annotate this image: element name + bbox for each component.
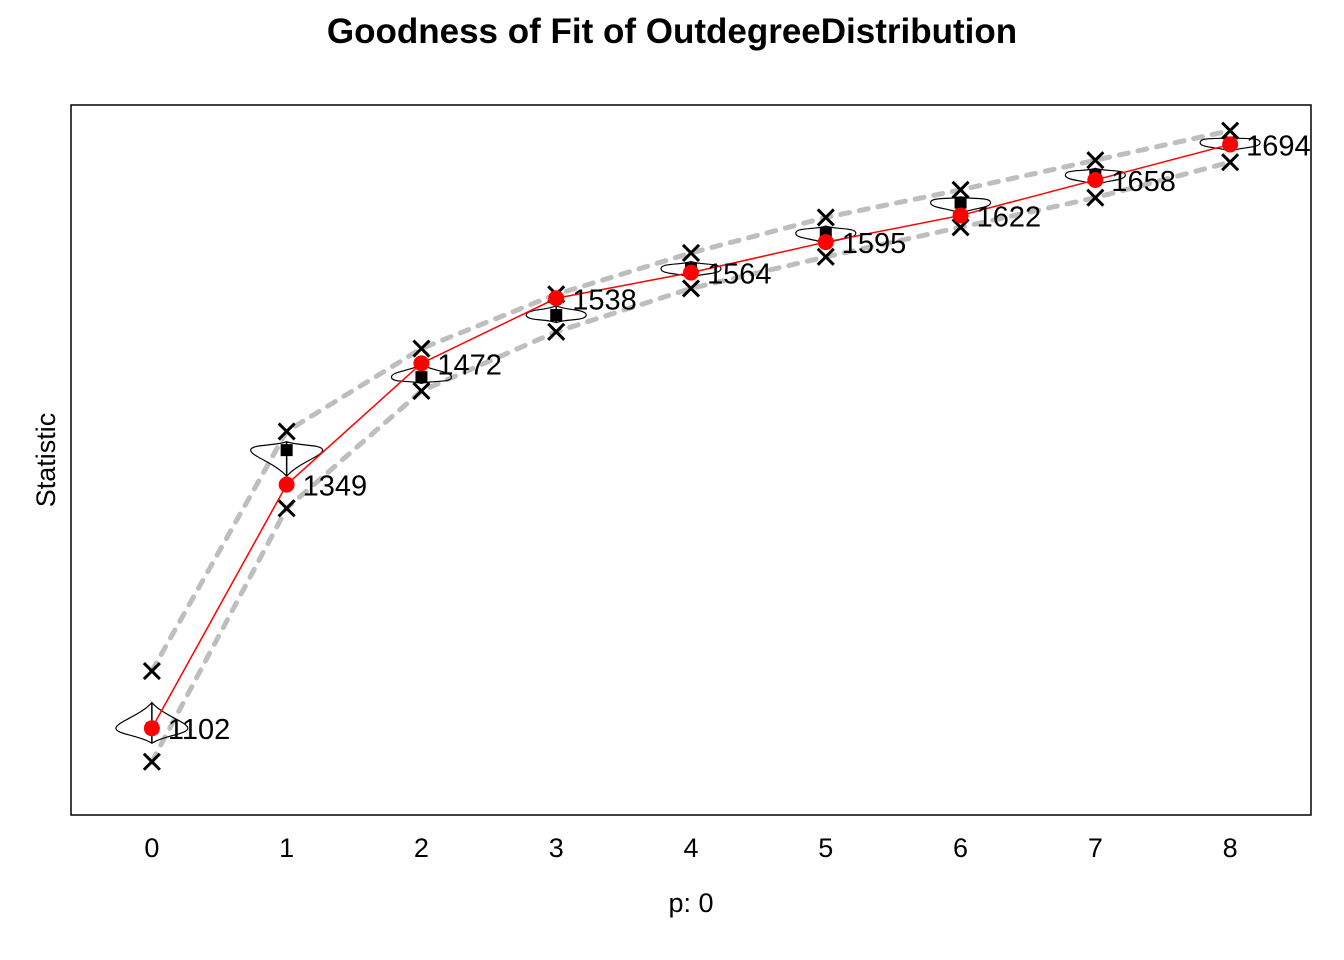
lower-extreme-marker-8 xyxy=(1221,153,1240,172)
band-upper-line xyxy=(149,128,1233,674)
x-tick-label-7: 7 xyxy=(1088,833,1103,863)
x-tick-label-3: 3 xyxy=(549,833,564,863)
x-tick-label-2: 2 xyxy=(414,833,429,863)
observed-point-0 xyxy=(143,720,160,737)
observed-value-label-3: 1538 xyxy=(572,284,637,316)
x-tick-label-4: 4 xyxy=(683,833,698,863)
observed-point-1 xyxy=(278,476,295,493)
observed-point-2 xyxy=(413,355,430,372)
x-tick-label-8: 8 xyxy=(1223,833,1238,863)
observed-point-6 xyxy=(952,207,969,224)
observed-value-label-0: 1102 xyxy=(168,714,230,746)
y-axis-label: Statistic xyxy=(31,413,61,508)
violin-layer xyxy=(115,121,1261,771)
observed-line xyxy=(151,143,1231,729)
sim-median-marker-1 xyxy=(280,444,293,457)
lower-extreme-marker-1 xyxy=(277,499,296,518)
violin-0 xyxy=(115,701,189,745)
lower-extreme-marker-0 xyxy=(142,752,161,771)
lower-extreme-marker-2 xyxy=(412,381,431,401)
observed-value-label-1: 1349 xyxy=(303,471,368,503)
x-tick-label-1: 1 xyxy=(279,833,294,863)
x-tick-label-5: 5 xyxy=(818,833,833,863)
upper-extreme-marker-4 xyxy=(681,243,701,262)
observed-point-4 xyxy=(683,264,699,281)
upper-extreme-marker-7 xyxy=(1086,151,1105,170)
band-lower-line xyxy=(149,159,1233,765)
confidence-band-layer xyxy=(149,128,1233,765)
observed-value-label-6: 1622 xyxy=(977,201,1042,233)
x-axis-label: p: 0 xyxy=(668,888,713,918)
lower-extreme-marker-7 xyxy=(1086,188,1105,207)
lower-extreme-marker-5 xyxy=(816,247,835,266)
observed-series-layer: 1102 1349 1472 1538 1564 1595 1622 1658 1694 xyxy=(143,130,1311,746)
x-axis: 0 1 2 3 4 5 6 7 8 xyxy=(144,833,1237,863)
observed-value-label-5: 1595 xyxy=(842,228,907,260)
sim-median-marker-2 xyxy=(415,371,428,384)
lower-extreme-marker-3 xyxy=(547,322,566,341)
upper-extreme-marker-0 xyxy=(142,661,161,681)
plot-frame xyxy=(70,104,1312,816)
x-tick-label-0: 0 xyxy=(144,833,159,863)
lower-extreme-marker-4 xyxy=(681,279,701,298)
upper-extreme-marker-1 xyxy=(277,422,296,441)
chart-title: Goodness of Fit of OutdegreeDistribution xyxy=(327,12,1017,51)
upper-extreme-marker-5 xyxy=(816,208,835,227)
observed-point-7 xyxy=(1087,171,1104,188)
observed-point-3 xyxy=(548,290,565,307)
observed-point-8 xyxy=(1222,136,1239,153)
sim-median-marker-3 xyxy=(550,309,563,322)
upper-extreme-marker-8 xyxy=(1221,121,1240,140)
observed-value-label-8: 1694 xyxy=(1246,130,1311,162)
lower-extreme-marker-6 xyxy=(951,218,970,237)
upper-extreme-marker-2 xyxy=(412,339,431,358)
observed-value-label-4: 1564 xyxy=(707,259,772,291)
observed-value-label-7: 1658 xyxy=(1111,166,1176,198)
x-tick-label-6: 6 xyxy=(953,833,968,863)
sim-median-marker-6 xyxy=(954,196,967,209)
observed-value-label-2: 1472 xyxy=(437,349,502,381)
observed-point-5 xyxy=(817,234,834,251)
upper-extreme-marker-6 xyxy=(951,180,970,199)
